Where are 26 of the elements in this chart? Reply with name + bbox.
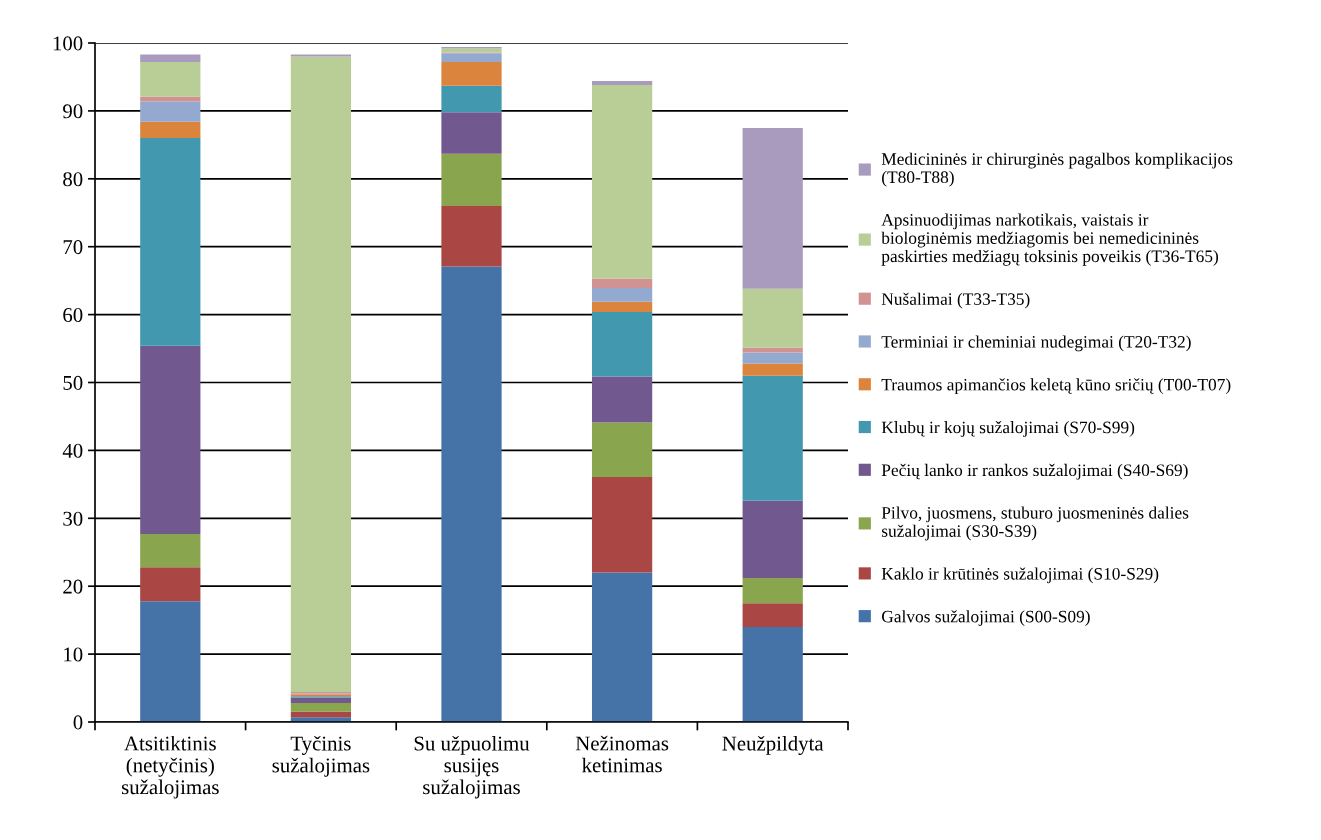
legend-label: Pečių lanko ir rankos sužalojimai (S40-S69) bbox=[881, 463, 1188, 480]
legend-label: Medicininės ir chirurginės pagalbos komplikacijos (T80-T88) bbox=[881, 152, 1233, 187]
x-tick-label: Tyčinis sužalojimas bbox=[272, 735, 370, 777]
legend-label: Nušalimai (T33-T35) bbox=[881, 292, 1030, 309]
x-tick-label: Nežinomas ketinimas bbox=[575, 735, 669, 773]
y-tick-label: 70 bbox=[63, 240, 83, 255]
legend-label: Terminiai ir cheminiai nudegimai (T20-T32) bbox=[881, 335, 1191, 352]
legend-label: Galvos sužalojimai (S00-S09) bbox=[881, 610, 1090, 626]
y-tick-label: 90 bbox=[63, 104, 83, 119]
y-tick-label: 80 bbox=[63, 172, 83, 187]
y-tick-label: 100 bbox=[53, 36, 83, 51]
legend-label: Apsinuodijimas narkotikais, vaistais ir biologinėmis medžiagomis bei nemedicininės paskirties medžiagų toksinis poveikis (T36-T65) bbox=[881, 213, 1219, 266]
legend-label: Traumos apimančios keletą kūno sričių (T00-T07) bbox=[881, 378, 1231, 395]
legend-label: Pilvo, juosmens, stuburo juosmeninės dalies sužalojimai (S30-S39) bbox=[881, 506, 1189, 541]
y-tick-label: 30 bbox=[63, 511, 83, 526]
x-tick-label: Su užpuolimu susijęs sužalojimas bbox=[414, 735, 530, 799]
legend-label: Klubų ir kojų sužalojimai (S70-S99) bbox=[881, 421, 1135, 437]
y-tick-label: 20 bbox=[63, 579, 83, 594]
y-tick-label: 60 bbox=[63, 307, 83, 323]
y-tick-label: 50 bbox=[63, 375, 83, 390]
y-tick-label: 40 bbox=[62, 443, 83, 458]
legend-label: Kaklo ir krūtinės sužalojimai (S10-S29) bbox=[881, 567, 1159, 584]
y-tick-label: 0 bbox=[73, 715, 83, 730]
x-tick-label: Atsitiktinis (netyčinis) sužalojimas bbox=[121, 735, 219, 799]
x-tick-label: Neužpildyta bbox=[722, 735, 824, 755]
y-tick-label: 10 bbox=[64, 647, 83, 662]
